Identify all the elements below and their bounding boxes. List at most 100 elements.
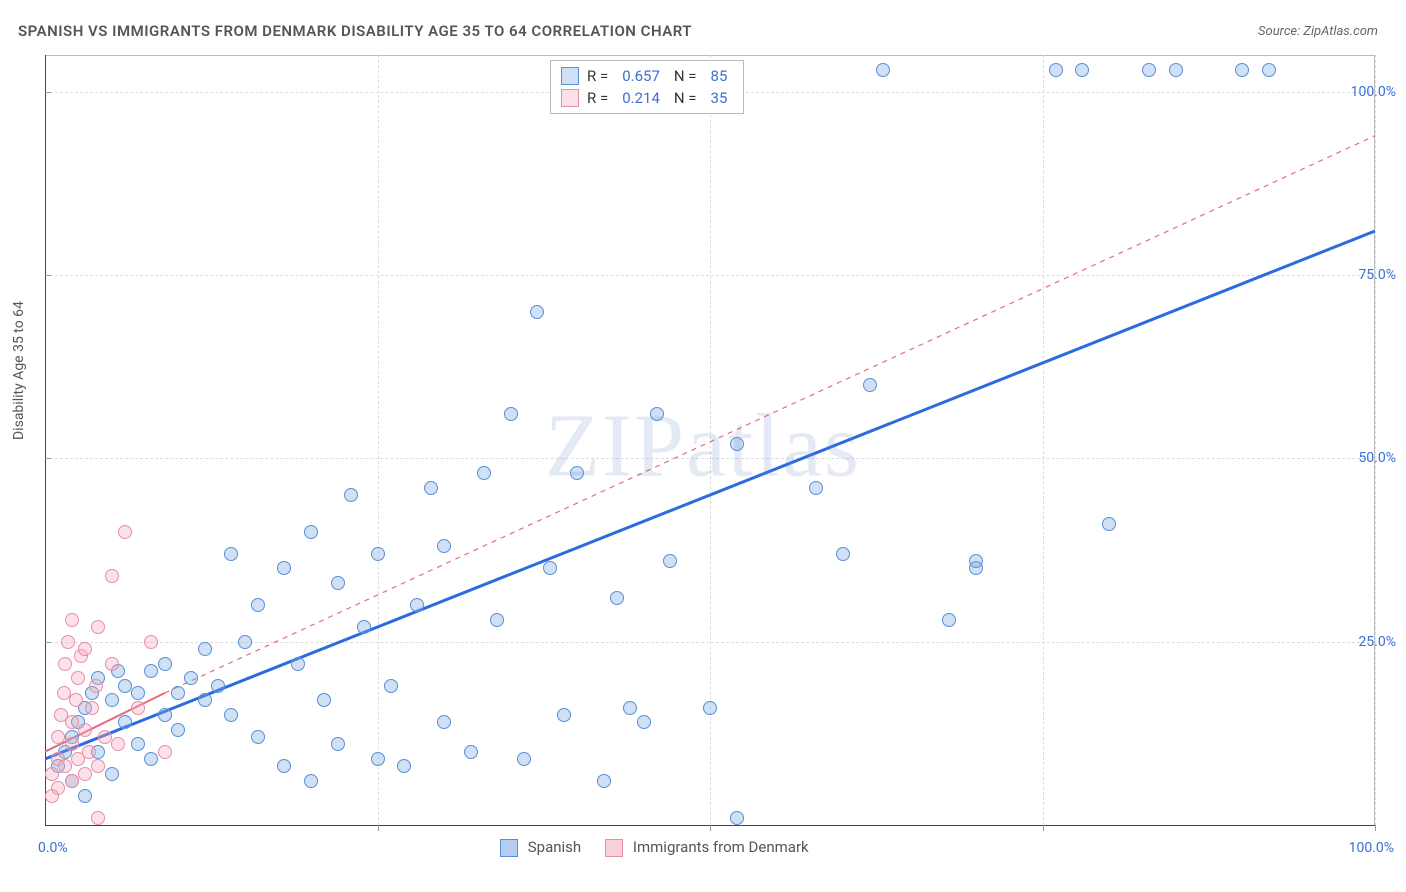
data-point — [730, 811, 744, 825]
data-point — [158, 708, 172, 722]
legend-row-spanish: R = 0.657 N = 85 — [561, 65, 733, 87]
legend-n-label: N = — [674, 89, 697, 107]
data-point — [82, 745, 96, 759]
data-point — [78, 789, 92, 803]
data-point — [105, 693, 119, 707]
data-point — [224, 708, 238, 722]
x-tick-min: 0.0% — [38, 840, 68, 856]
data-point — [1075, 63, 1089, 77]
data-point — [876, 63, 890, 77]
data-point — [1102, 517, 1116, 531]
y-tick-label: 75.0% — [1358, 267, 1396, 283]
data-point — [118, 715, 132, 729]
data-point — [78, 767, 92, 781]
data-point — [45, 767, 59, 781]
data-point — [663, 554, 677, 568]
data-point — [477, 466, 491, 480]
data-point — [424, 481, 438, 495]
series-legend: Spanish Immigrants from Denmark — [500, 838, 809, 857]
data-point — [371, 752, 385, 766]
data-point — [277, 759, 291, 773]
data-point — [291, 657, 305, 671]
data-point — [158, 745, 172, 759]
y-axis-label: Disability Age 35 to 64 — [11, 301, 27, 440]
data-point — [251, 598, 265, 612]
data-point — [557, 708, 571, 722]
legend-r-value-denmark: 0.214 — [616, 89, 666, 107]
data-point — [171, 723, 185, 737]
data-point — [85, 701, 99, 715]
data-point — [65, 613, 79, 627]
x-tick-max: 100.0% — [1349, 840, 1394, 856]
data-point — [277, 561, 291, 575]
legend-swatch-denmark — [561, 89, 579, 107]
data-point — [543, 561, 557, 575]
data-point — [437, 715, 451, 729]
data-point — [703, 701, 717, 715]
data-point — [224, 547, 238, 561]
data-point — [384, 679, 398, 693]
data-point — [637, 715, 651, 729]
data-point — [317, 693, 331, 707]
data-point — [969, 554, 983, 568]
data-point — [144, 752, 158, 766]
data-point — [65, 737, 79, 751]
legend-row-denmark: R = 0.214 N = 35 — [561, 87, 733, 109]
data-point — [105, 657, 119, 671]
data-point — [1142, 63, 1156, 77]
y-tick-label: 50.0% — [1358, 450, 1396, 466]
legend-label-denmark: Immigrants from Denmark — [633, 838, 809, 856]
data-point — [91, 811, 105, 825]
data-point — [91, 759, 105, 773]
data-point — [131, 701, 145, 715]
legend-swatch-spanish — [561, 67, 579, 85]
data-point — [131, 686, 145, 700]
data-point — [238, 635, 252, 649]
data-point — [863, 378, 877, 392]
data-point — [198, 693, 212, 707]
data-point — [597, 774, 611, 788]
data-point — [809, 481, 823, 495]
data-point — [504, 407, 518, 421]
data-point — [105, 767, 119, 781]
legend-n-value-spanish: 85 — [705, 67, 734, 85]
data-point — [251, 730, 265, 744]
data-point — [357, 620, 371, 634]
data-point — [158, 657, 172, 671]
data-point — [517, 752, 531, 766]
data-point — [91, 620, 105, 634]
data-point — [304, 525, 318, 539]
data-point — [1049, 63, 1063, 77]
data-point — [131, 737, 145, 751]
data-point — [371, 547, 385, 561]
y-tick-label: 100.0% — [1351, 84, 1396, 100]
data-point — [211, 679, 225, 693]
data-point — [570, 466, 584, 480]
data-point — [65, 715, 79, 729]
data-point — [118, 679, 132, 693]
data-point — [69, 693, 83, 707]
data-point — [105, 569, 119, 583]
data-point — [71, 671, 85, 685]
data-point — [623, 701, 637, 715]
legend-label-spanish: Spanish — [528, 838, 581, 856]
legend-r-value-spanish: 0.657 — [616, 67, 666, 85]
legend-item-denmark: Immigrants from Denmark — [605, 838, 808, 857]
legend-item-spanish: Spanish — [500, 838, 581, 857]
y-tick-label: 25.0% — [1358, 634, 1396, 650]
data-point — [111, 737, 125, 751]
data-point — [184, 671, 198, 685]
legend-n-label: N = — [674, 67, 697, 85]
data-point — [410, 598, 424, 612]
legend-swatch-icon — [500, 839, 518, 857]
data-point — [89, 679, 103, 693]
legend-swatch-icon — [605, 839, 623, 857]
data-point — [490, 613, 504, 627]
data-point — [1169, 63, 1183, 77]
data-point — [437, 539, 451, 553]
data-point — [304, 774, 318, 788]
data-point — [144, 635, 158, 649]
chart-title: SPANISH VS IMMIGRANTS FROM DENMARK DISAB… — [18, 22, 692, 40]
y-axis — [45, 55, 46, 825]
data-point — [942, 613, 956, 627]
